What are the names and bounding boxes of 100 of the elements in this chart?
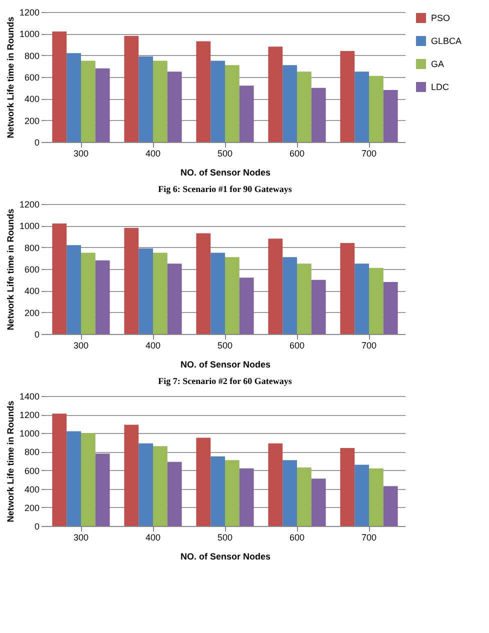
bar <box>297 264 312 334</box>
x-tick-label: 600 <box>289 340 305 350</box>
bar <box>81 252 96 334</box>
bar <box>153 446 168 526</box>
y-tick-label: 1000 <box>19 221 40 232</box>
bar <box>383 90 398 142</box>
y-tick-label: 800 <box>24 50 40 61</box>
bar <box>66 245 81 334</box>
bar <box>124 424 139 526</box>
bar <box>369 268 384 334</box>
bar <box>124 36 139 142</box>
y-tick-label: 600 <box>24 466 40 476</box>
y-tick-label: 600 <box>24 72 40 82</box>
bar <box>210 252 225 334</box>
bar <box>167 72 182 142</box>
y-tick-label: 200 <box>24 502 40 513</box>
bar <box>66 431 81 526</box>
legend-label: GLBCA <box>431 36 462 46</box>
x-tick-label: 400 <box>145 532 161 542</box>
bar <box>81 433 96 526</box>
y-tick-label: 400 <box>24 94 40 104</box>
x-tick-label: 400 <box>145 148 161 158</box>
y-axis-title: Network Life time in Rounds <box>5 208 16 330</box>
legend-label: LDC <box>431 82 450 92</box>
x-tick-label: 300 <box>73 340 89 350</box>
bar <box>282 460 297 526</box>
bar <box>311 280 326 334</box>
y-axis-title: Network Life time in Rounds <box>5 400 16 522</box>
bar <box>311 88 326 142</box>
x-tick-label: 600 <box>289 532 305 542</box>
bar <box>383 486 398 526</box>
y-tick-label: 0 <box>34 138 40 148</box>
x-axis-title: NO. of Sensor Nodes <box>180 360 271 370</box>
caption: Fig 6: Scenario #1 for 90 Gateways <box>158 184 292 194</box>
y-tick-label: 400 <box>24 484 40 494</box>
bar <box>369 468 384 526</box>
y-tick-label: 1000 <box>19 29 40 40</box>
bar <box>196 438 211 526</box>
bar <box>268 46 283 142</box>
bar <box>340 51 355 142</box>
bar <box>95 454 110 526</box>
y-tick-label: 0 <box>34 522 40 532</box>
bar <box>282 65 297 142</box>
bar <box>95 68 110 142</box>
y-tick-label: 1400 <box>19 392 40 402</box>
x-tick-label: 300 <box>73 532 89 542</box>
bar <box>268 443 283 526</box>
bar <box>52 414 67 526</box>
y-tick-label: 1000 <box>19 428 40 439</box>
bar <box>383 282 398 334</box>
y-tick-label: 0 <box>34 330 40 340</box>
bar <box>239 468 254 526</box>
legend-label: PSO <box>431 13 450 23</box>
x-tick-label: 700 <box>361 532 377 542</box>
bar <box>153 252 168 334</box>
bar <box>52 224 67 334</box>
bar <box>354 264 369 334</box>
bar <box>282 257 297 334</box>
bar <box>167 264 182 334</box>
bar <box>340 448 355 526</box>
bar <box>210 456 225 526</box>
x-tick-label: 500 <box>217 532 233 542</box>
bar <box>153 60 168 142</box>
caption: Fig 7: Scenario #2 for 60 Gateways <box>158 376 292 386</box>
x-axis-title: NO. of Sensor Nodes <box>180 168 271 178</box>
bar <box>138 248 153 334</box>
bar <box>369 76 384 142</box>
bar <box>354 72 369 142</box>
x-tick-label: 700 <box>361 340 377 350</box>
bar <box>354 464 369 526</box>
bar <box>167 462 182 526</box>
x-tick-label: 400 <box>145 340 161 350</box>
y-tick-label: 1200 <box>19 8 40 18</box>
bar <box>81 60 96 142</box>
bar <box>225 257 240 334</box>
bar <box>340 243 355 334</box>
y-tick-label: 200 <box>24 308 40 318</box>
bar <box>124 228 139 334</box>
bar <box>311 478 326 526</box>
bar <box>196 233 211 334</box>
x-tick-label: 500 <box>217 340 233 350</box>
y-tick-label: 1200 <box>19 200 40 210</box>
bar <box>239 86 254 142</box>
bar <box>95 260 110 334</box>
y-axis-title: Network Life time in Rounds <box>5 16 16 138</box>
x-tick-label: 500 <box>217 148 233 158</box>
y-tick-label: 600 <box>24 264 40 274</box>
x-tick-label: 300 <box>73 148 89 158</box>
y-tick-label: 400 <box>24 286 40 296</box>
y-tick-label: 200 <box>24 116 40 126</box>
bar <box>52 32 67 142</box>
bar <box>297 468 312 526</box>
bar <box>239 278 254 334</box>
bar <box>138 56 153 142</box>
x-tick-label: 700 <box>361 148 377 158</box>
y-tick-label: 800 <box>24 242 40 253</box>
x-tick-label: 600 <box>289 148 305 158</box>
bar <box>225 460 240 526</box>
bar <box>225 65 240 142</box>
x-axis-title: NO. of Sensor Nodes <box>180 552 271 562</box>
